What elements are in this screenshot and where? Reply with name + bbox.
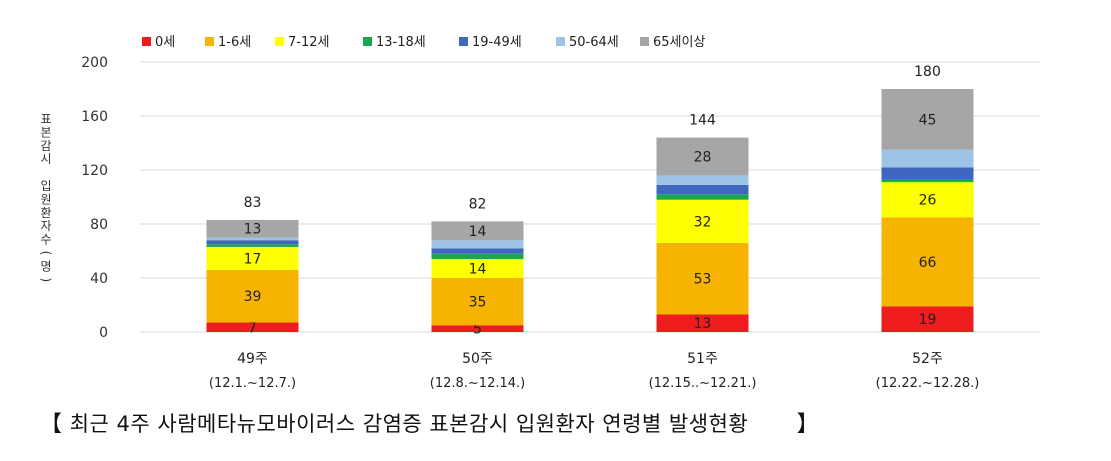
bar-data-label: 39 bbox=[244, 289, 262, 305]
x-category-label: 49주 bbox=[237, 351, 268, 367]
bar-data-label: 66 bbox=[919, 255, 937, 271]
y-axis-title-char: 자 bbox=[40, 219, 51, 233]
chart-caption: 【 최근 4주 사람메타뉴모바이러스 감염증 표본감시 입원환자 연령별 발생현… bbox=[40, 406, 1070, 438]
y-axis-title-char: 입 bbox=[40, 179, 51, 193]
y-axis-title-char: 수 bbox=[40, 233, 51, 247]
bar-data-label: 13 bbox=[244, 222, 262, 238]
x-axis-labels: 49주 (12.1.~12.7.) 50주 (12.8.~12.14.) 51주 (12.… bbox=[209, 351, 979, 391]
y-axis-ticks: 0 40 80 120 160 200 bbox=[81, 55, 108, 341]
caption-text: 최근 4주 사람메타뉴모바이러스 감염증 표본감시 입원환자 연령별 발생현황 bbox=[69, 412, 749, 436]
legend-swatch bbox=[275, 37, 284, 46]
bar-segment bbox=[206, 322, 299, 332]
legend: 0세 1-6세 7-12세 13-18세 19-49세 50-64세 65세이상 bbox=[142, 35, 705, 50]
bar-data-label: 28 bbox=[694, 150, 712, 166]
legend-swatch bbox=[556, 37, 565, 46]
legend-label: 65세이상 bbox=[653, 35, 705, 50]
bar-data-label: 35 bbox=[469, 295, 487, 311]
bar-data-label: 32 bbox=[694, 214, 712, 230]
bar-segment bbox=[431, 259, 524, 278]
bar-segment bbox=[881, 182, 974, 218]
y-tick-label: 200 bbox=[81, 55, 108, 71]
bar-segment bbox=[656, 175, 749, 185]
y-axis-title-char: 명 bbox=[40, 259, 51, 273]
bar-segment bbox=[881, 179, 974, 183]
bar-segment bbox=[881, 89, 974, 150]
y-tick-label: 0 bbox=[99, 325, 108, 341]
legend-swatch bbox=[205, 37, 214, 46]
bar-data-label: 19 bbox=[919, 312, 937, 328]
y-axis-title-char: 원 bbox=[40, 192, 51, 206]
bar-segment bbox=[431, 221, 524, 241]
y-tick-label: 80 bbox=[90, 217, 108, 233]
y-axis-title-char: ) bbox=[39, 277, 53, 282]
bar-data-label: 14 bbox=[469, 262, 487, 278]
caption-open-bracket: 【 bbox=[40, 412, 63, 437]
bar-segment bbox=[431, 253, 524, 260]
x-category-sublabel: (12.1.~12.7.) bbox=[209, 376, 296, 391]
legend-label: 19-49세 bbox=[472, 35, 522, 50]
bar-data-label: 26 bbox=[919, 193, 937, 209]
y-tick-label: 160 bbox=[81, 109, 108, 125]
bar-total-label: 180 bbox=[914, 64, 941, 80]
bar-segment bbox=[206, 240, 299, 245]
legend-swatch bbox=[640, 37, 649, 46]
y-axis-title-char: 본 bbox=[40, 125, 51, 139]
x-category-sublabel: (12.22.~12.28.) bbox=[876, 376, 980, 391]
bar-segment bbox=[656, 137, 749, 176]
bar-total-label: 83 bbox=[244, 195, 262, 211]
y-tick-label: 40 bbox=[90, 271, 108, 287]
bar-segment bbox=[206, 219, 299, 238]
y-axis-title-char: 시 bbox=[40, 152, 51, 166]
legend-swatch bbox=[363, 37, 372, 46]
x-category-sublabel: (12.8.~12.14.) bbox=[430, 376, 525, 391]
bar-segment bbox=[656, 199, 749, 243]
bar-segment bbox=[206, 246, 299, 270]
legend-label: 13-18세 bbox=[376, 35, 426, 50]
bar-segment bbox=[881, 306, 974, 332]
x-category-sublabel: (12.15..~12.21.) bbox=[649, 376, 757, 391]
legend-label: 0세 bbox=[155, 35, 175, 50]
bar-segment bbox=[431, 248, 524, 254]
y-axis-title-char: ( bbox=[39, 251, 53, 256]
y-tick-label: 120 bbox=[81, 163, 108, 179]
y-axis-title-char: 감 bbox=[40, 139, 51, 153]
bar-data-label: 13 bbox=[694, 316, 712, 332]
bar-segment bbox=[431, 240, 524, 249]
bar-segment bbox=[206, 269, 299, 323]
x-category-label: 50주 bbox=[462, 351, 493, 367]
bar-segment bbox=[206, 237, 299, 241]
legend-swatch bbox=[142, 37, 151, 46]
bar-segment bbox=[431, 278, 524, 326]
caption-close-bracket: 】 bbox=[796, 412, 820, 437]
legend-label: 50-64세 bbox=[569, 35, 619, 50]
bars: 7 39 17 13 83 5 35 14 14 82 13 53 32 28 144 19 66 26 45 180 bbox=[206, 64, 974, 338]
bar-data-label: 53 bbox=[694, 272, 712, 288]
y-axis-title-char: 표 bbox=[40, 112, 51, 126]
bar-segment bbox=[881, 217, 974, 307]
bar-data-label: 14 bbox=[469, 224, 487, 240]
bar-segment bbox=[881, 167, 974, 180]
legend-label: 7-12세 bbox=[288, 35, 329, 50]
bar-segment bbox=[656, 184, 749, 195]
bar-data-label: 7 bbox=[248, 320, 257, 336]
bar-total-label: 82 bbox=[469, 196, 487, 212]
bar-total-label: 144 bbox=[689, 113, 716, 129]
x-category-label: 51주 bbox=[687, 351, 718, 367]
bar-segment bbox=[656, 194, 749, 200]
legend-swatch bbox=[459, 37, 468, 46]
bar-segment bbox=[206, 244, 299, 247]
legend-label: 1-6세 bbox=[218, 35, 251, 50]
bar-data-label: 17 bbox=[244, 251, 262, 267]
bar-segment bbox=[431, 325, 524, 332]
bar-segment bbox=[656, 242, 749, 315]
bar-data-label: 45 bbox=[919, 112, 937, 128]
bar-data-label: 5 bbox=[473, 322, 482, 338]
bar-segment bbox=[881, 149, 974, 168]
y-axis-title-char: 환 bbox=[40, 206, 51, 220]
bar-segment bbox=[656, 314, 749, 332]
x-category-label: 52주 bbox=[912, 351, 943, 367]
